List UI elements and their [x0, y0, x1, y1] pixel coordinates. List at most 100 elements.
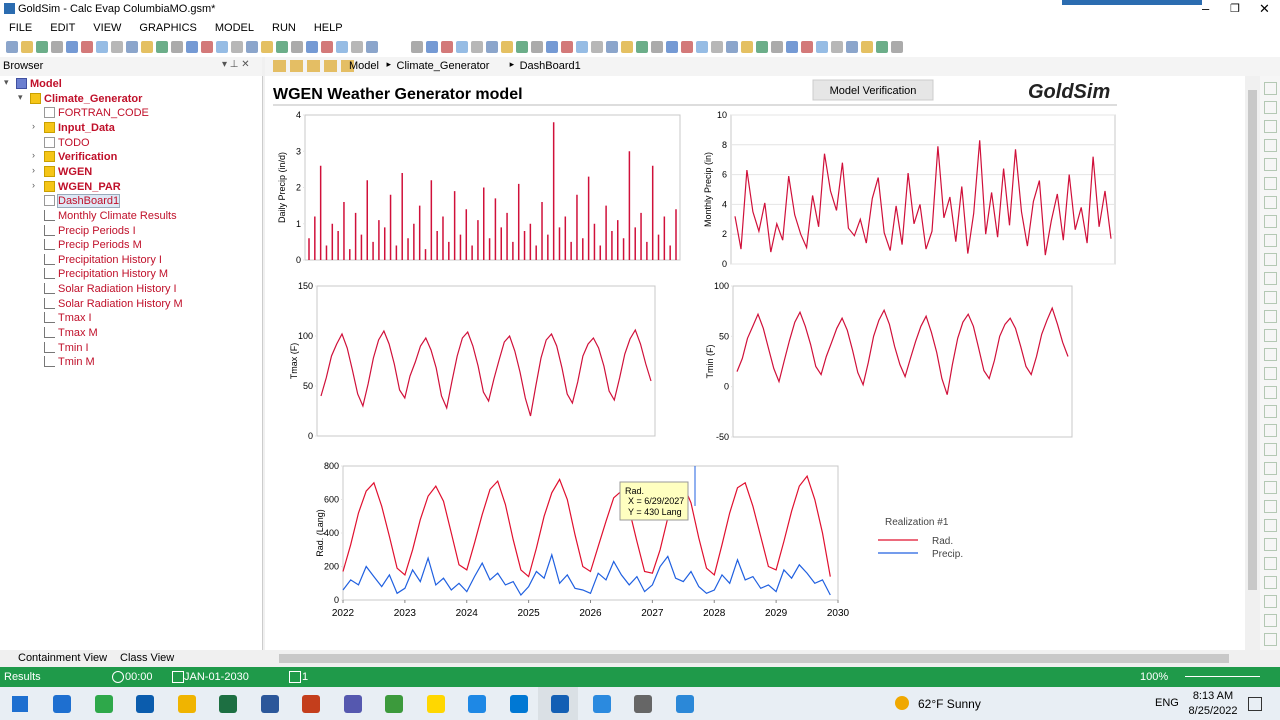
button-label[interactable]: Model Verification	[830, 85, 917, 97]
toolbar-button[interactable]	[6, 41, 18, 53]
tool-button[interactable]	[1264, 310, 1277, 323]
breadcrumb-item[interactable]: Climate_Generator	[396, 60, 490, 72]
restore-button[interactable]: ❐	[1230, 3, 1240, 15]
tree-label[interactable]: Tmax M	[58, 327, 98, 340]
toolbar-button[interactable]	[171, 41, 183, 53]
tree-label[interactable]: Verification	[58, 151, 118, 164]
tool-button[interactable]	[1264, 462, 1277, 475]
toolbar-button[interactable]	[186, 41, 198, 53]
start-button[interactable]	[12, 696, 28, 712]
horizontal-scrollbar[interactable]	[265, 650, 1245, 667]
toolbar-button[interactable]	[681, 41, 693, 53]
menu-item[interactable]: EDIT	[50, 22, 76, 34]
toolbar-button[interactable]	[741, 41, 753, 53]
toolbar-button[interactable]	[341, 60, 354, 72]
toolbar-button[interactable]	[141, 41, 153, 53]
toolbar-button[interactable]	[111, 41, 123, 53]
toolbar-button[interactable]	[621, 41, 633, 53]
tool-button[interactable]	[1264, 538, 1277, 551]
toolbar-button[interactable]	[501, 41, 513, 53]
breadcrumb-item[interactable]: DashBoard1	[519, 60, 581, 72]
toolbar-button[interactable]	[831, 41, 843, 53]
tool-button[interactable]	[1264, 120, 1277, 133]
toolbar-button[interactable]	[290, 60, 303, 72]
taskbar-app[interactable]	[426, 695, 445, 713]
tree-label[interactable]: Input_Data	[58, 121, 115, 134]
tool-button[interactable]	[1264, 424, 1277, 437]
tree-label[interactable]: WGEN	[58, 165, 93, 178]
toolbar-button[interactable]	[471, 41, 483, 53]
toolbar-button[interactable]	[21, 41, 33, 53]
toolbar-button[interactable]	[861, 41, 873, 53]
taskbar-app[interactable]	[219, 695, 237, 713]
close-button[interactable]: ✕	[1259, 1, 1270, 16]
tool-button[interactable]	[1264, 253, 1277, 266]
toolbar-button[interactable]	[456, 41, 468, 53]
tool-button[interactable]	[1264, 272, 1277, 285]
toolbar-button[interactable]	[126, 41, 138, 53]
toolbar-button[interactable]	[96, 41, 108, 53]
tree-item[interactable]: Tmin M	[44, 355, 95, 369]
toolbar-button[interactable]	[756, 41, 768, 53]
tree-label[interactable]: Precip Periods M	[58, 239, 142, 252]
taskbar-app[interactable]	[592, 695, 611, 713]
tool-button[interactable]	[1264, 215, 1277, 228]
tree-label[interactable]: Tmin M	[58, 356, 95, 369]
toolbar-button[interactable]	[711, 41, 723, 53]
toolbar-button[interactable]	[816, 41, 828, 53]
taskbar-app[interactable]	[385, 695, 403, 713]
taskbar-app[interactable]	[136, 695, 154, 713]
taskbar-app[interactable]	[468, 695, 486, 713]
toolbar-button[interactable]	[786, 41, 798, 53]
toolbar-button[interactable]	[411, 41, 423, 53]
tool-button[interactable]	[1264, 405, 1277, 418]
expander[interactable]: ▾	[4, 77, 9, 87]
tree-item[interactable]: Precip Periods M	[44, 238, 142, 252]
toolbar-button[interactable]	[546, 41, 558, 53]
expander[interactable]: ›	[32, 179, 35, 190]
toolbar-button[interactable]	[876, 41, 888, 53]
tool-button[interactable]	[1264, 291, 1277, 304]
toolbar-button[interactable]	[441, 41, 453, 53]
toolbar-button[interactable]	[426, 41, 438, 53]
toolbar-button[interactable]	[36, 41, 48, 53]
tool-button[interactable]	[1264, 500, 1277, 513]
toolbar-button[interactable]	[801, 41, 813, 53]
tool-button[interactable]	[1264, 595, 1277, 608]
toolbar-button[interactable]	[891, 41, 903, 53]
tree-item[interactable]: Input_Data	[44, 121, 115, 135]
tool-button[interactable]	[1264, 82, 1277, 95]
taskbar-app[interactable]	[551, 695, 569, 713]
verification-button[interactable]	[812, 79, 934, 101]
tool-button[interactable]	[1264, 386, 1277, 399]
tool-button[interactable]	[1264, 633, 1277, 646]
toolbar-button[interactable]	[606, 41, 618, 53]
toolbar-button[interactable]	[846, 41, 858, 53]
toolbar-button[interactable]	[531, 41, 543, 53]
taskbar-app[interactable]	[177, 695, 196, 713]
tool-button[interactable]	[1264, 557, 1277, 570]
toolbar-button[interactable]	[651, 41, 663, 53]
tree-label[interactable]: Monthly Climate Results	[58, 209, 177, 222]
toolbar-button[interactable]	[306, 41, 318, 53]
tree-label[interactable]: DashBoard1	[56, 194, 121, 209]
toolbar-button[interactable]	[81, 41, 93, 53]
toolbar-button[interactable]	[636, 41, 648, 53]
taskbar-app[interactable]	[53, 695, 71, 713]
taskbar-app[interactable]	[302, 695, 320, 713]
expander[interactable]: ›	[32, 120, 35, 131]
tree-label[interactable]: Solar Radiation History I	[58, 283, 177, 296]
toolbar-button[interactable]	[66, 41, 78, 53]
tree-item[interactable]: Tmin I	[44, 341, 89, 355]
taskbar-app[interactable]	[94, 695, 113, 713]
toolbar-button[interactable]	[216, 41, 228, 53]
notifications[interactable]	[1248, 697, 1262, 711]
toolbar-button[interactable]	[273, 60, 286, 72]
tree-label[interactable]: Climate_Generator	[44, 92, 143, 105]
tree-label[interactable]: TODO	[58, 136, 90, 149]
pane-controls[interactable]: ▾ ⊥ ✕	[222, 59, 250, 70]
tool-button[interactable]	[1264, 158, 1277, 171]
tree-item[interactable]: Precipitation History M	[44, 267, 168, 281]
toolbar-button[interactable]	[336, 41, 348, 53]
tool-button[interactable]	[1264, 139, 1277, 152]
